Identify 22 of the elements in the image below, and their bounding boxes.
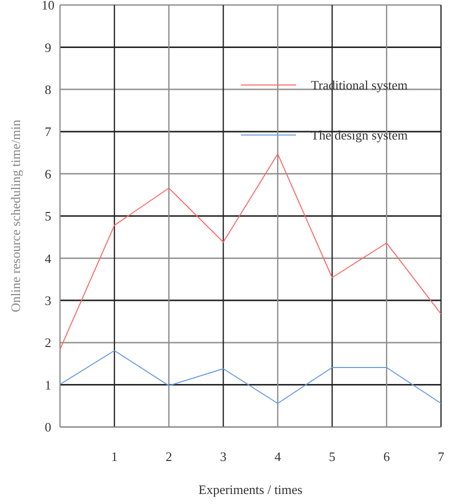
y-tick-label: 2 (44, 335, 52, 350)
x-tick-label: 3 (220, 449, 227, 464)
x-tick-label: 5 (328, 449, 336, 464)
x-tick-label: 4 (274, 449, 282, 464)
y-axis-title: Online resource scheduling time/min (8, 119, 23, 312)
x-tick-label: 1 (111, 449, 118, 464)
y-tick-label: 8 (44, 82, 52, 97)
y-tick-label: 10 (42, 0, 54, 13)
line-series (60, 350, 442, 404)
y-tick-label: 5 (44, 208, 52, 224)
y-tick-label: 9 (44, 40, 52, 55)
y-tick-label: 6 (44, 166, 52, 182)
y-tick-label: 4 (44, 250, 52, 266)
x-tick-label: 2 (166, 449, 172, 464)
y-tick-label: 0 (44, 420, 52, 435)
y-tick-label: 3 (44, 292, 52, 308)
x-axis-title: Experiments / times (198, 482, 302, 497)
line-series (60, 153, 442, 350)
x-tick-label: 6 (383, 449, 390, 464)
y-tick-label: 1 (44, 377, 52, 392)
y-tick-label: 7 (44, 124, 52, 140)
x-tick-label: 7 (438, 449, 445, 464)
